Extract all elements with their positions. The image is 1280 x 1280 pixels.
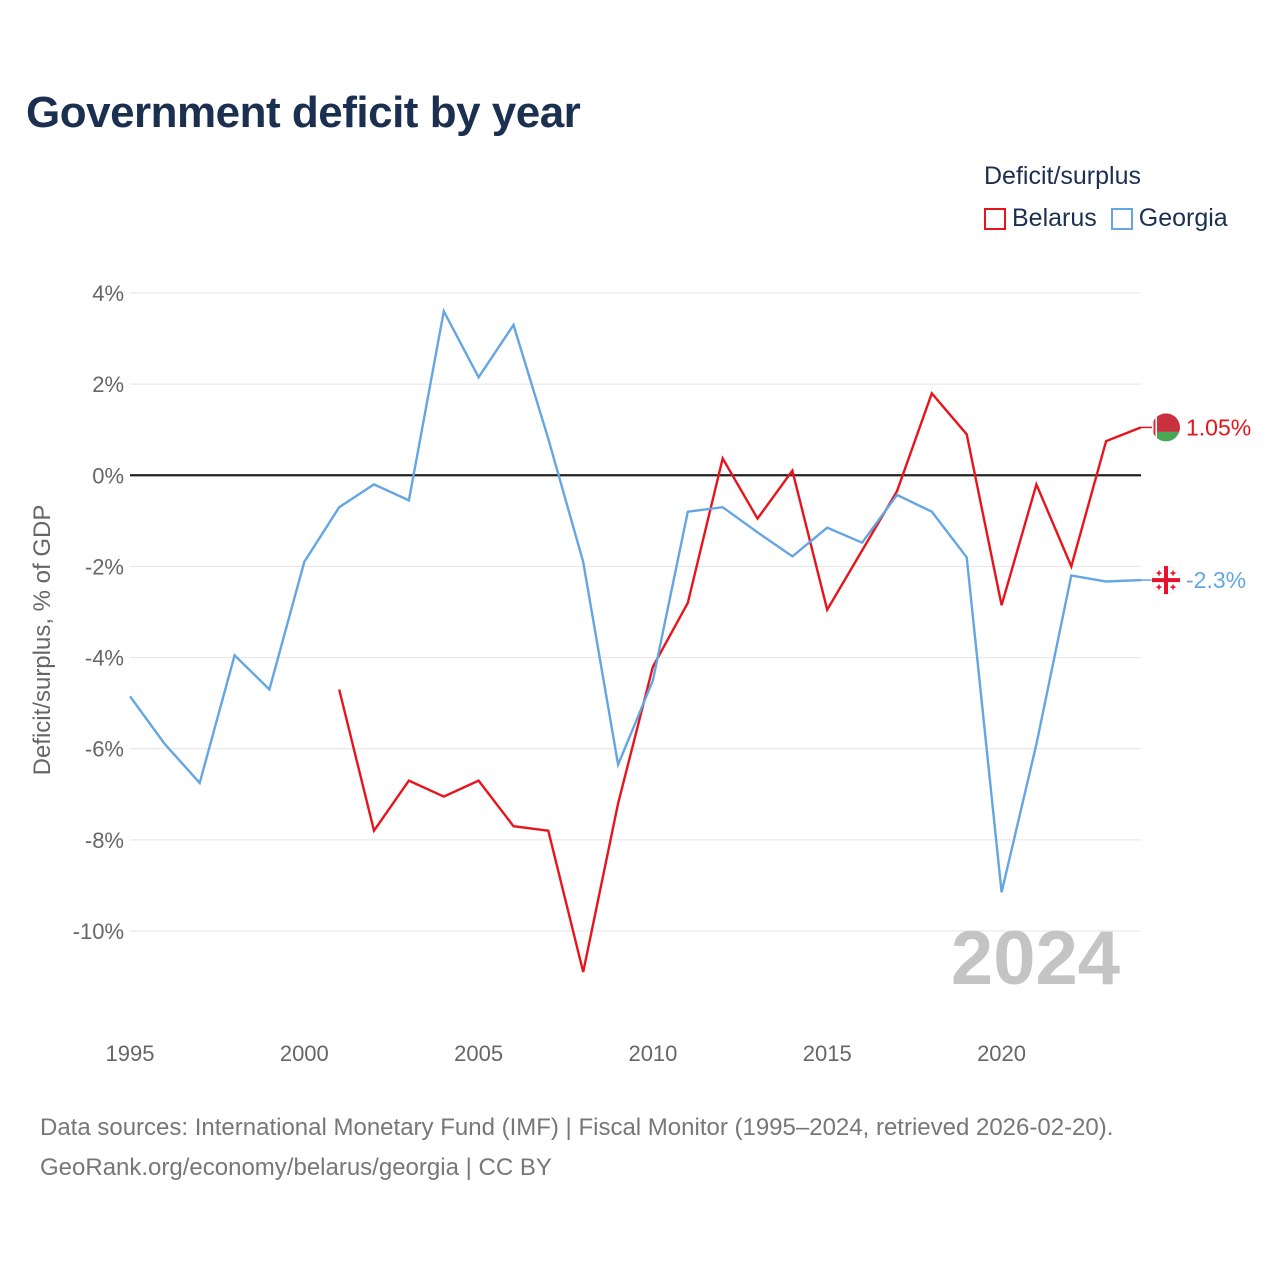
legend-label-belarus: Belarus [1012, 204, 1097, 232]
source-note: Data sources: International Monetary Fun… [40, 1108, 1113, 1188]
x-tick-label: 2000 [280, 1041, 329, 1066]
legend-item-georgia[interactable]: Georgia [1110, 204, 1228, 233]
end-label-georgia: -2.3% [1186, 567, 1246, 593]
year-watermark: 2024 [951, 916, 1120, 1001]
y-tick-label: -2% [85, 554, 124, 579]
georgia-flag-icon [1151, 565, 1181, 595]
x-tick-label: 1995 [106, 1041, 155, 1066]
legend-swatch-belarus [984, 207, 1006, 230]
y-axis-label: Deficit/surplus, % of GDP [29, 505, 56, 776]
y-tick-label: -8% [85, 828, 124, 853]
chart-title: Government deficit by year [26, 88, 581, 137]
legend-title: Deficit/surplus [984, 162, 1141, 190]
x-tick-label: 2010 [628, 1041, 677, 1066]
source-line-1: Data sources: International Monetary Fun… [40, 1114, 1114, 1141]
x-tick-label: 2015 [803, 1041, 852, 1066]
x-tick-label: 2020 [977, 1041, 1026, 1066]
source-line-2[interactable]: GeoRank.org/economy/belarus/georgia | CC… [40, 1154, 552, 1181]
y-tick-label: -4% [85, 646, 124, 671]
legend-label-georgia: Georgia [1138, 204, 1228, 232]
series-line-georgia [129, 307, 1142, 893]
legend: Belarus Georgia [984, 204, 1242, 233]
x-tick-label: 2005 [454, 1041, 503, 1066]
legend-swatch-georgia [1110, 207, 1133, 230]
y-tick-label: 0% [92, 463, 124, 488]
y-tick-label: -10% [73, 919, 124, 944]
end-label-belarus: 1.05% [1186, 414, 1251, 440]
legend-item-belarus[interactable]: Belarus [984, 204, 1097, 233]
series-line-belarus [338, 390, 1142, 973]
belarus-flag-icon [1152, 413, 1180, 442]
y-tick-label: -6% [85, 737, 124, 762]
y-tick-label: 4% [92, 281, 124, 306]
y-tick-label: 2% [92, 372, 124, 397]
